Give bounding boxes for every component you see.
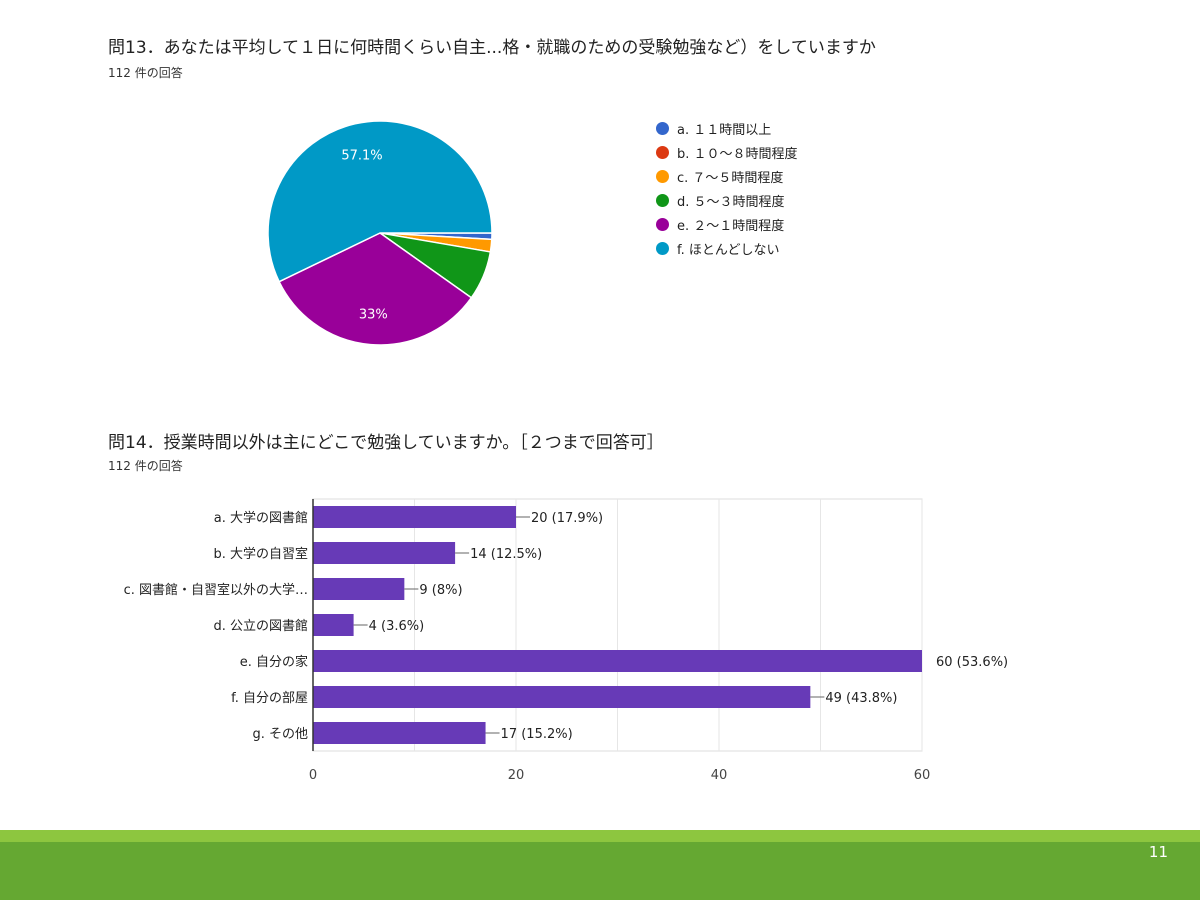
bar-f [313, 686, 811, 708]
category-label: b. 大学の自習室 [213, 546, 308, 562]
pie-data-label-e: 33% [359, 307, 388, 322]
page-number: 11 [1148, 843, 1168, 861]
legend-label: f. ほとんどしない [677, 242, 780, 258]
x-tick-label: 20 [508, 768, 525, 783]
data-label: 14 (12.5%) [470, 547, 542, 562]
legend-item-f: f. ほとんどしない [656, 236, 798, 260]
legend-label: d. ５～３時間程度 [677, 194, 785, 210]
bar-a [313, 506, 516, 528]
bar-b [313, 542, 456, 564]
bar-c [313, 578, 405, 600]
q13-response-count: 112 件の回答 [108, 66, 183, 80]
category-label: c. 図書館・自習室以外の大学… [124, 582, 308, 598]
legend-item-d: d. ５～３時間程度 [656, 188, 798, 212]
legend-item-c: c. ７～５時間程度 [656, 164, 798, 188]
legend-item-e: e. ２～１時間程度 [656, 212, 798, 236]
q14-bar-chart: a. 大学の図書館 20 (17.9%) b. 大学の自習室 14 (12.5%) c.… [124, 498, 1008, 783]
bar-e [313, 650, 922, 672]
category-label: e. 自分の家 [240, 654, 308, 670]
bar-g [313, 722, 486, 744]
legend-swatch [656, 217, 669, 231]
q14-response-count: 112 件の回答 [108, 459, 183, 473]
legend-label: a. １１時間以上 [677, 122, 772, 138]
legend-swatch [656, 121, 669, 135]
q13-legend: a. １１時間以上 b. １０～８時間程度 c. ７～５時間程度 d. ５～３時間程度… [656, 116, 798, 260]
bar-d [313, 614, 354, 636]
q13-pie-chart: 33% 57.1% [267, 120, 493, 346]
data-label: 49 (43.8%) [825, 691, 897, 706]
footer-stripe [0, 830, 1200, 842]
category-label: g. その他 [252, 727, 308, 742]
category-label: d. 公立の図書館 [213, 619, 308, 634]
data-label: 9 (8%) [419, 583, 462, 598]
x-tick-label: 40 [711, 768, 728, 783]
q13-title: 問13．あなたは平均して１日に何時間くらい自主...格・就職のための受験勉強など… [108, 38, 876, 58]
x-tick-label: 60 [914, 768, 931, 783]
data-label: 60 (53.6%) [936, 655, 1008, 670]
data-label: 20 (17.9%) [531, 511, 603, 526]
legend-label: e. ２～１時間程度 [677, 218, 785, 234]
pie-data-label-f: 57.1% [341, 148, 382, 163]
pie-slice-e [278, 232, 473, 346]
category-label: f. 自分の部屋 [231, 691, 308, 706]
footer-bar [0, 842, 1200, 900]
x-tick-label: 0 [309, 768, 317, 783]
legend-item-b: b. １０～８時間程度 [656, 140, 798, 164]
legend-swatch [656, 145, 669, 159]
legend-swatch [656, 241, 669, 255]
pie-slice-f [267, 120, 493, 283]
category-label: a. 大学の図書館 [214, 510, 308, 526]
legend-swatch [656, 193, 669, 207]
legend-swatch [656, 169, 669, 183]
data-label: 17 (15.2%) [501, 727, 573, 742]
data-label: 4 (3.6%) [369, 619, 425, 634]
legend-item-a: a. １１時間以上 [656, 116, 798, 140]
legend-label: b. １０～８時間程度 [677, 146, 798, 162]
legend-label: c. ７～５時間程度 [677, 170, 784, 186]
q14-title: 問14．授業時間以外は主にどこで勉強していますか。［２つまで回答可］ [108, 433, 664, 453]
